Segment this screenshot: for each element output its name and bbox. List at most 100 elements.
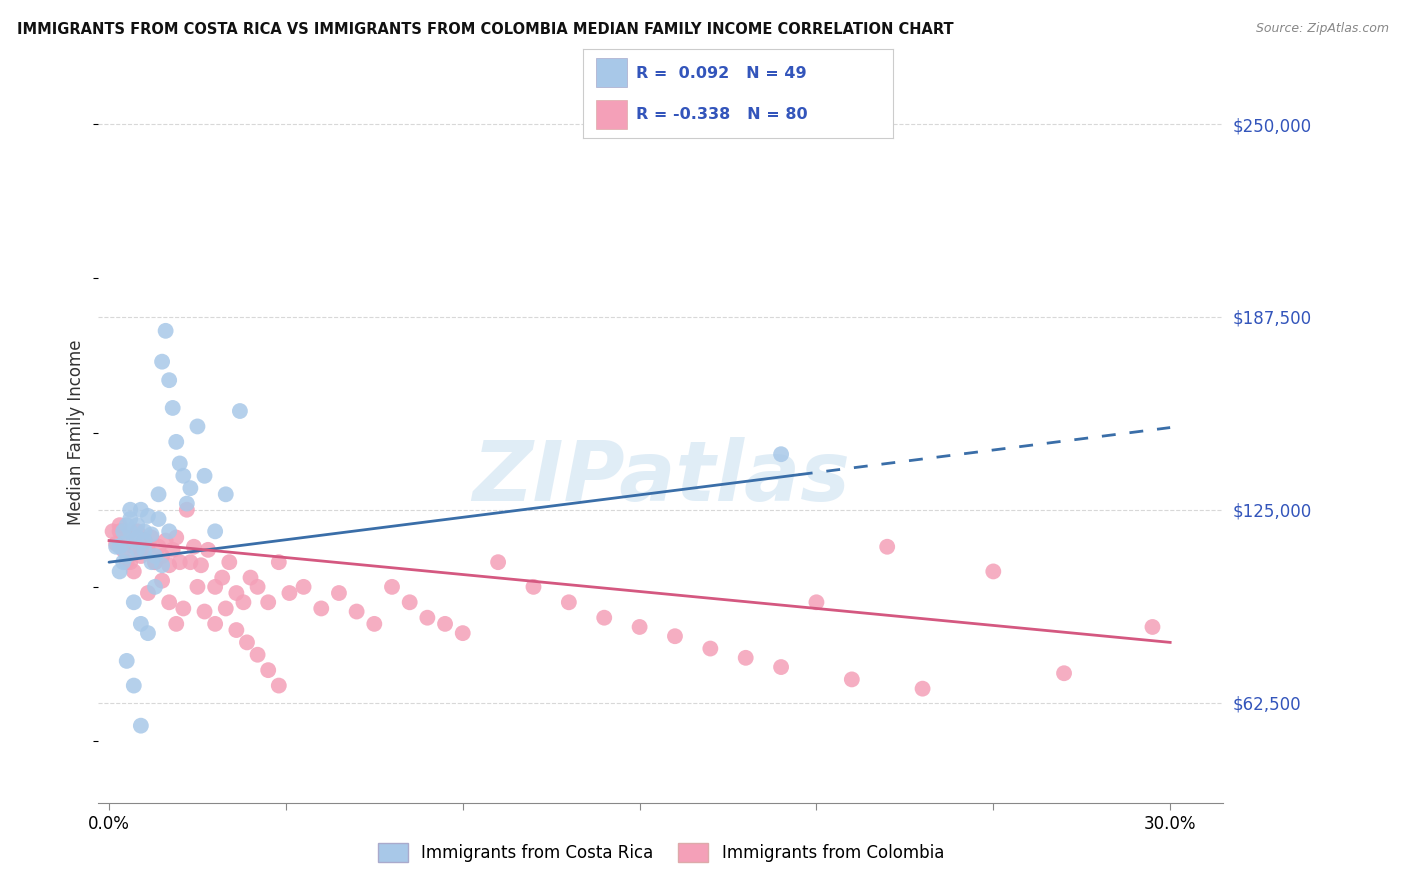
Point [225,586,247,600]
Point [229,404,252,418]
Point [105,536,128,550]
Point [148,512,170,526]
Point [911,681,934,696]
Point [232,595,254,609]
Point [150,354,173,368]
Point [558,595,581,609]
Bar [596,100,627,129]
Point [292,580,315,594]
Point [193,605,215,619]
Point [129,549,152,563]
Point [225,623,247,637]
Point [179,481,201,495]
Point [664,629,686,643]
Point [416,610,439,624]
Point [179,555,201,569]
Point [127,531,149,545]
Point [122,540,145,554]
Point [134,533,156,548]
Point [398,595,420,609]
Point [172,468,194,483]
Point [134,533,156,548]
Point [451,626,474,640]
Point [162,542,184,557]
Point [328,586,350,600]
Point [143,555,166,569]
Point [215,487,238,501]
Legend: Immigrants from Costa Rica, Immigrants from Colombia: Immigrants from Costa Rica, Immigrants f… [371,836,950,869]
Y-axis label: Median Family Income: Median Family Income [67,340,86,525]
Point [169,555,191,569]
Point [236,635,259,649]
Point [148,487,170,501]
Point [129,616,152,631]
Point [108,524,131,539]
Point [129,542,152,557]
Point [267,679,290,693]
Point [148,540,170,554]
Point [136,586,159,600]
Point [204,524,226,539]
Point [127,542,149,557]
Point [211,571,233,585]
Point [108,565,131,579]
Text: R =  0.092   N = 49: R = 0.092 N = 49 [636,66,807,80]
Point [522,580,544,594]
Point [112,542,135,557]
Point [157,373,180,387]
Text: IMMIGRANTS FROM COSTA RICA VS IMMIGRANTS FROM COLOMBIA MEDIAN FAMILY INCOME CORR: IMMIGRANTS FROM COSTA RICA VS IMMIGRANTS… [17,22,953,37]
Point [112,536,135,550]
Point [190,558,212,573]
Point [122,595,145,609]
Point [981,565,1004,579]
Point [108,540,131,554]
Point [115,549,138,563]
Point [150,574,173,588]
Point [267,555,290,569]
Point [876,540,898,554]
Point [186,419,208,434]
Point [115,654,138,668]
Point [770,660,793,674]
Point [381,580,404,594]
Point [143,580,166,594]
Point [112,555,135,569]
Point [115,555,138,569]
Point [112,524,135,539]
Point [176,502,198,516]
Point [486,555,509,569]
Point [257,595,280,609]
Point [628,620,651,634]
Point [246,648,269,662]
Point [165,531,187,545]
Point [129,502,152,516]
Point [136,626,159,640]
Point [841,673,863,687]
Point [141,527,163,541]
Point [434,616,457,631]
Point [115,531,138,545]
Point [127,524,149,539]
Point [363,616,385,631]
Point [136,508,159,523]
Point [215,601,238,615]
Point [309,601,332,615]
Point [141,531,163,545]
Point [204,580,226,594]
Point [127,518,149,533]
Point [169,457,191,471]
Point [157,524,180,539]
Point [120,512,142,526]
Point [218,555,240,569]
Point [176,497,198,511]
Point [122,565,145,579]
Point [172,601,194,615]
Bar [596,58,627,87]
Point [136,542,159,557]
Point [120,555,142,569]
Point [122,533,145,548]
Text: ZIPatlas: ZIPatlas [472,436,849,517]
Point [155,533,177,548]
Point [143,555,166,569]
Point [108,518,131,533]
